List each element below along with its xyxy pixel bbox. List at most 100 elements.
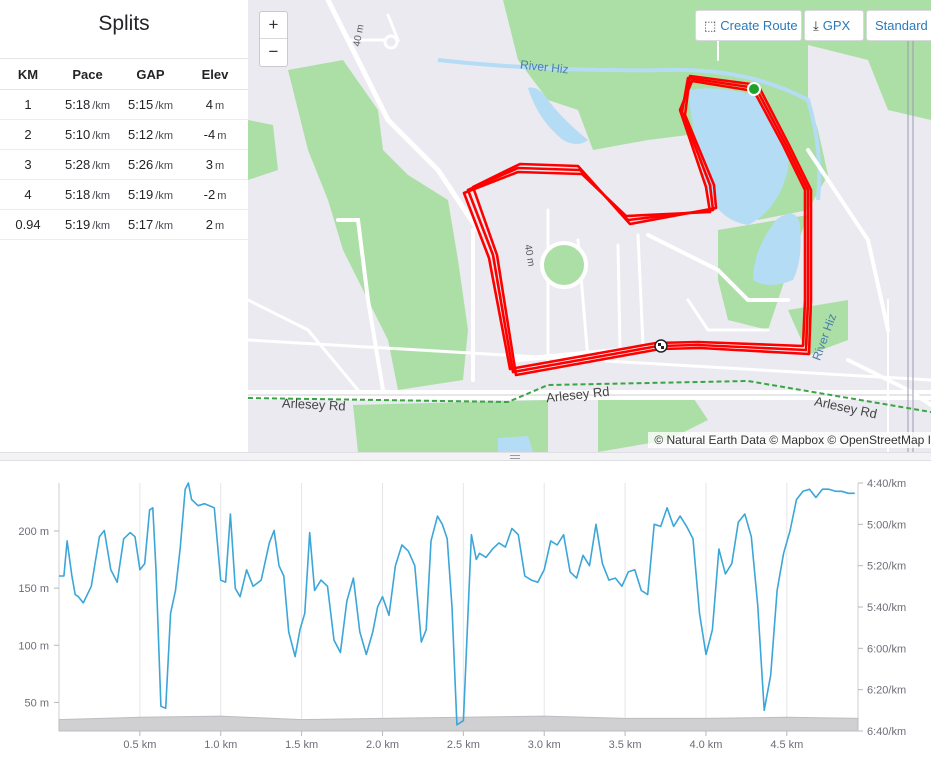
header-gap: GAP xyxy=(119,58,182,90)
split-row[interactable]: 1 5:18/km 5:15/km 4 m xyxy=(0,89,248,120)
route-map[interactable]: River Hiz River Hiz Arlesey Rd Arlesey R… xyxy=(248,0,931,452)
split-elev-value: -4 xyxy=(203,127,216,142)
pace-elevation-chart[interactable]: 50 m 100 m 150 m 200 m 4:40/km 5:00/km 5:20/km… xyxy=(0,461,931,771)
roundabout xyxy=(383,34,399,50)
split-pace-value: 5:28 xyxy=(64,157,91,172)
split-pace-value: 5:18 xyxy=(64,187,91,202)
gpx-label: GPX xyxy=(822,18,851,33)
split-pace-unit: /km xyxy=(92,160,111,172)
y-right-tick-label: 6:00/km xyxy=(867,643,906,655)
x-tick-label: 2.5 km xyxy=(447,739,480,751)
split-row[interactable]: 2 5:10/km 5:12/km -4 m xyxy=(0,119,248,150)
drag-grip-icon xyxy=(510,455,520,459)
x-tick-label: 2.0 km xyxy=(366,739,399,751)
y-right-tick-label: 4:40/km xyxy=(867,478,906,490)
split-pace-value: 5:19 xyxy=(64,217,91,232)
split-km: 0.94 xyxy=(0,209,56,240)
splits-panel: Splits KM Pace GAP Elev 1 5:18/km 5:15/km 4… xyxy=(0,0,248,452)
map-attribution[interactable]: © Natural Earth Data © Mapbox © OpenStre… xyxy=(648,432,931,448)
y-left-tick-label: 150 m xyxy=(18,583,49,595)
zoom-controls: + − xyxy=(259,11,288,67)
split-gap-unit: /km xyxy=(155,220,174,232)
gpx-download-button[interactable]: ⤓ GPX xyxy=(804,10,864,41)
x-tick-label: 4.5 km xyxy=(770,739,803,751)
lake xyxy=(753,213,801,285)
split-gap-value: 5:26 xyxy=(127,157,154,172)
split-pace: 5:18/km xyxy=(56,89,119,120)
park-area xyxy=(288,60,468,390)
split-gap-value: 5:12 xyxy=(127,127,154,142)
split-pace: 5:19/km xyxy=(56,209,119,240)
split-gap-unit: /km xyxy=(155,130,174,142)
split-km-value: 1 xyxy=(24,97,32,112)
split-gap: 5:17/km xyxy=(119,209,182,240)
header-elev: Elev xyxy=(182,58,248,90)
split-row[interactable]: 3 5:28/km 5:26/km 3 m xyxy=(0,149,248,180)
split-pace: 5:28/km xyxy=(56,149,119,180)
panel-resize-handle[interactable] xyxy=(0,452,931,461)
lake xyxy=(688,88,789,225)
split-elev-value: -2 xyxy=(203,187,216,202)
x-tick-label: 0.5 km xyxy=(123,739,156,751)
split-elev-unit: m xyxy=(217,190,227,202)
split-pace-unit: /km xyxy=(92,220,111,232)
split-gap: 5:15/km xyxy=(119,89,182,120)
split-gap: 5:19/km xyxy=(119,179,182,210)
lake xyxy=(528,87,588,144)
x-tick-label: 3.5 km xyxy=(609,739,642,751)
split-row[interactable]: 0.94 5:19/km 5:17/km 2 m xyxy=(0,209,248,240)
map-style-button[interactable]: Standard M xyxy=(866,10,931,41)
route-icon: ⬚ xyxy=(704,18,717,33)
splits-header-row: KM Pace GAP Elev xyxy=(0,58,248,90)
split-elev-value: 4 xyxy=(205,97,214,112)
split-km-value: 0.94 xyxy=(15,217,41,232)
split-pace-value: 5:10 xyxy=(64,127,91,142)
x-tick-label: 1.5 km xyxy=(285,739,318,751)
split-pace-unit: /km xyxy=(92,130,111,142)
create-route-label: Create Route xyxy=(720,18,798,33)
split-elev: -2 m xyxy=(182,179,248,210)
split-elev-value: 2 xyxy=(205,217,214,232)
split-km: 4 xyxy=(0,179,56,210)
zoom-out-button[interactable]: − xyxy=(268,42,279,61)
create-route-button[interactable]: ⬚ Create Route xyxy=(695,10,802,41)
y-left-tick-label: 200 m xyxy=(18,526,49,538)
split-pace: 5:10/km xyxy=(56,119,119,150)
split-km: 2 xyxy=(0,119,56,150)
split-gap: 5:12/km xyxy=(119,119,182,150)
split-gap-unit: /km xyxy=(155,100,174,112)
x-tick-label: 3.0 km xyxy=(528,739,561,751)
river xyxy=(437,58,822,201)
y-right-tick-label: 6:40/km xyxy=(867,726,906,738)
split-pace-value: 5:18 xyxy=(64,97,91,112)
split-row[interactable]: 4 5:18/km 5:19/km -2 m xyxy=(0,179,248,210)
roundabout xyxy=(540,241,588,289)
park-area xyxy=(248,120,278,180)
finish-marker xyxy=(654,339,668,353)
split-pace-unit: /km xyxy=(92,100,111,112)
split-gap: 5:26/km xyxy=(119,149,182,180)
activity-route xyxy=(462,74,813,377)
splits-table: KM Pace GAP Elev 1 5:18/km 5:15/km 4 m 2 5:10/… xyxy=(0,58,248,240)
split-gap-value: 5:19 xyxy=(127,187,154,202)
split-gap-value: 5:17 xyxy=(127,217,154,232)
header-pace: Pace xyxy=(56,58,119,90)
split-km-value: 2 xyxy=(24,127,32,142)
map-style-label: Standard M xyxy=(875,18,931,33)
split-gap-unit: /km xyxy=(155,190,174,202)
park-area xyxy=(598,390,708,452)
x-tick-label: 1.0 km xyxy=(204,739,237,751)
download-icon: ⤓ xyxy=(813,18,819,33)
map-canvas xyxy=(248,0,931,452)
y-right-tick-label: 5:00/km xyxy=(867,519,906,531)
split-km-value: 3 xyxy=(24,157,32,172)
split-gap-unit: /km xyxy=(155,160,174,172)
zoom-in-button[interactable]: + xyxy=(260,12,287,39)
start-marker xyxy=(747,82,761,96)
pace-line xyxy=(59,482,855,726)
split-gap-value: 5:15 xyxy=(127,97,154,112)
y-left-tick-label: 100 m xyxy=(18,640,49,652)
